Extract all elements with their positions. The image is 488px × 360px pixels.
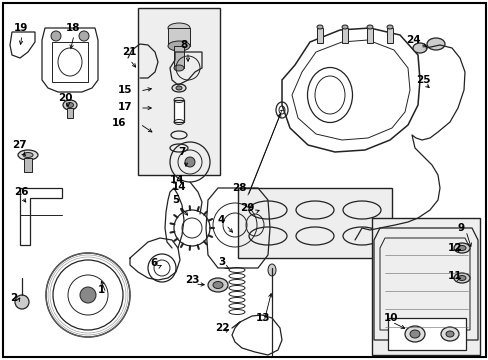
Text: 12: 12: [447, 243, 462, 253]
Bar: [386, 28, 392, 43]
Ellipse shape: [457, 275, 465, 280]
Ellipse shape: [440, 327, 458, 341]
Circle shape: [15, 295, 29, 309]
Bar: [316, 28, 323, 43]
Bar: [24, 158, 32, 172]
Circle shape: [79, 31, 89, 41]
Ellipse shape: [172, 84, 185, 92]
Bar: [371, 218, 479, 355]
Ellipse shape: [457, 246, 465, 251]
Circle shape: [184, 157, 195, 167]
Bar: [52, 42, 88, 82]
Ellipse shape: [168, 23, 190, 33]
Text: 2: 2: [10, 293, 17, 303]
Text: 7: 7: [178, 147, 185, 157]
Ellipse shape: [386, 25, 392, 29]
Text: 29: 29: [240, 203, 254, 213]
Ellipse shape: [426, 38, 444, 50]
Text: 10: 10: [383, 313, 398, 323]
Bar: [138, 8, 220, 175]
Ellipse shape: [213, 282, 223, 288]
Text: 9: 9: [457, 223, 464, 233]
Text: 3: 3: [218, 257, 225, 267]
Text: 4: 4: [218, 215, 225, 225]
Ellipse shape: [453, 243, 469, 253]
Ellipse shape: [207, 278, 227, 292]
Ellipse shape: [445, 331, 453, 337]
Ellipse shape: [366, 25, 372, 29]
Text: 6: 6: [150, 258, 157, 268]
Text: 22: 22: [215, 323, 229, 333]
Ellipse shape: [412, 43, 426, 53]
Text: 23: 23: [184, 275, 199, 285]
Ellipse shape: [341, 25, 347, 29]
Ellipse shape: [316, 25, 323, 29]
Text: 11: 11: [447, 271, 462, 281]
Text: 17: 17: [118, 102, 132, 112]
Ellipse shape: [174, 65, 183, 71]
Text: 5: 5: [172, 195, 179, 205]
Text: 14: 14: [171, 182, 186, 192]
Text: 21: 21: [122, 47, 136, 57]
Text: 16: 16: [112, 118, 126, 128]
Bar: [174, 46, 183, 68]
Text: 8: 8: [180, 40, 187, 50]
Ellipse shape: [404, 326, 424, 342]
Text: 1: 1: [98, 285, 105, 295]
Bar: [67, 108, 73, 118]
Ellipse shape: [66, 103, 73, 108]
Ellipse shape: [409, 330, 419, 338]
Ellipse shape: [18, 150, 38, 160]
Bar: [238, 188, 391, 258]
Text: 19: 19: [14, 23, 28, 33]
Ellipse shape: [453, 273, 469, 283]
Bar: [341, 28, 347, 43]
Ellipse shape: [23, 153, 33, 158]
Bar: [366, 28, 372, 43]
Circle shape: [80, 287, 96, 303]
Text: 25: 25: [415, 75, 429, 85]
Ellipse shape: [176, 86, 182, 90]
Text: 27: 27: [12, 140, 26, 150]
Bar: [174, 100, 183, 122]
Bar: [387, 318, 465, 350]
Text: 24: 24: [405, 35, 420, 45]
Text: 18: 18: [66, 23, 81, 33]
Text: 26: 26: [14, 187, 28, 197]
Text: 28: 28: [231, 183, 246, 193]
Text: 15: 15: [118, 85, 132, 95]
Circle shape: [51, 31, 61, 41]
Ellipse shape: [63, 100, 77, 110]
Text: 13: 13: [256, 313, 270, 323]
Ellipse shape: [168, 41, 190, 51]
Text: 14: 14: [170, 175, 184, 185]
Bar: [168, 28, 190, 46]
Ellipse shape: [267, 264, 275, 276]
Text: 20: 20: [58, 93, 72, 103]
